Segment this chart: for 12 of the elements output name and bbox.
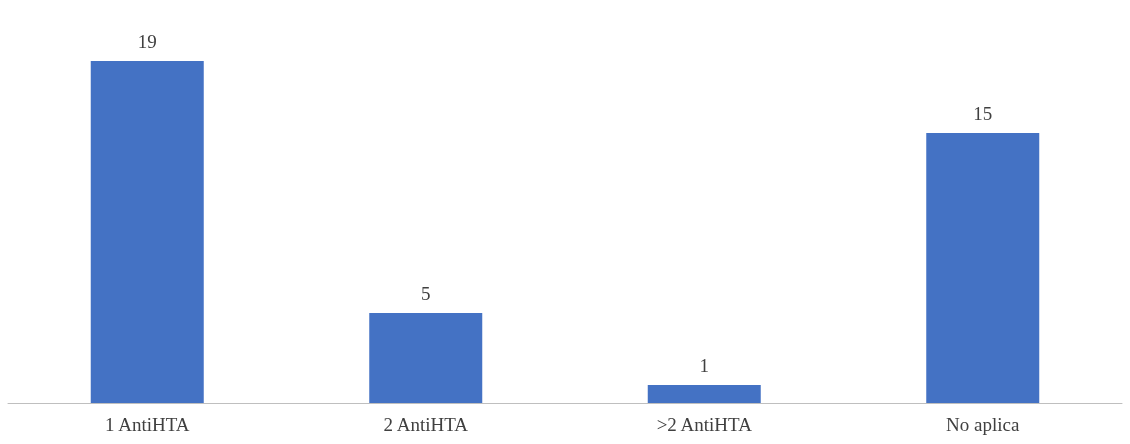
bar <box>647 385 761 403</box>
x-tick-label: No aplica <box>946 414 1020 435</box>
data-label: 1 <box>699 355 709 376</box>
bar <box>90 61 204 403</box>
x-tick-label: 1 AntiHTA <box>104 414 190 435</box>
bar <box>926 133 1040 403</box>
x-tick-label: 2 AntiHTA <box>383 414 469 435</box>
data-label: 19 <box>137 31 157 52</box>
x-tick-label: >2 AntiHTA <box>656 414 753 435</box>
data-label: 5 <box>421 283 431 304</box>
data-label: 15 <box>973 103 993 124</box>
bar <box>369 313 483 403</box>
